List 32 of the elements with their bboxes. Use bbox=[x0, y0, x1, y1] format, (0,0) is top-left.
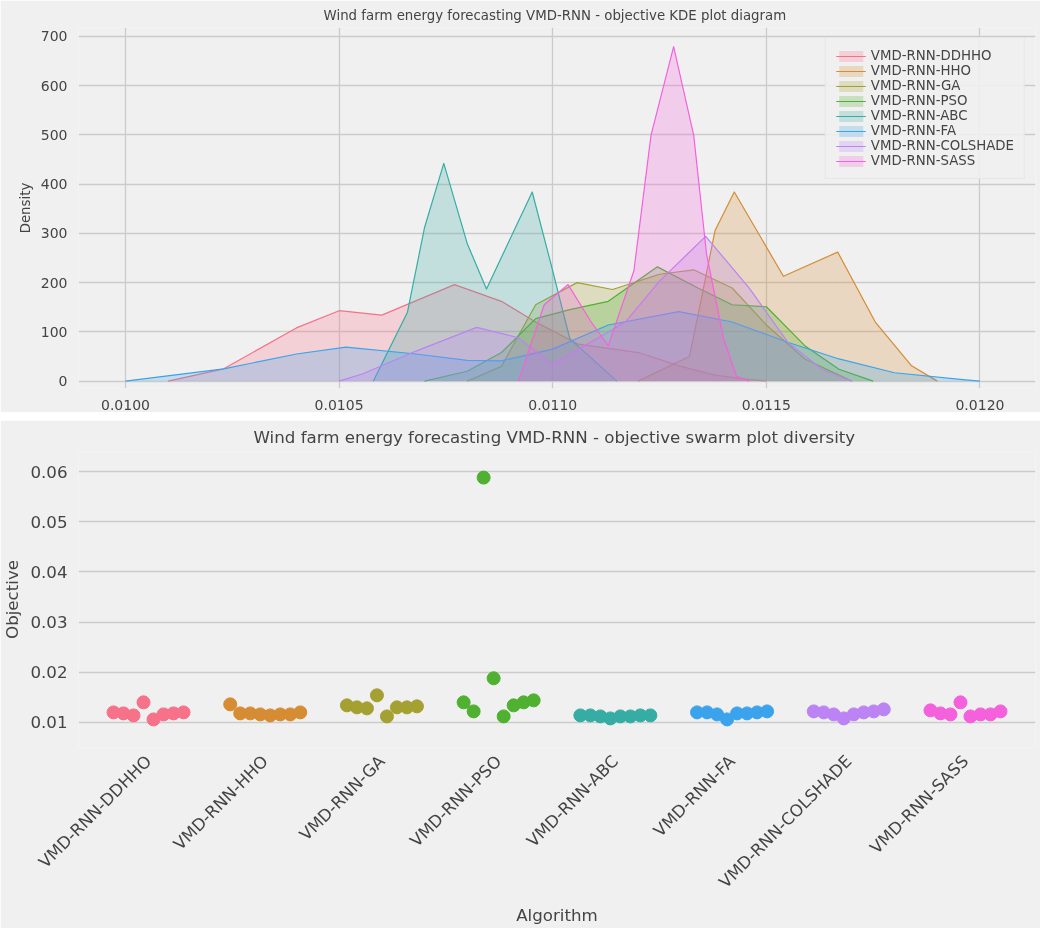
y-tick-label: 0.05 bbox=[30, 512, 68, 532]
y-axis-title: Objective bbox=[3, 560, 23, 639]
x-tick-label: 0.0115 bbox=[741, 396, 791, 413]
y-tick-label: 0.06 bbox=[30, 462, 68, 482]
y-tick-label: 0.04 bbox=[30, 562, 68, 582]
y-tick-label: 200 bbox=[40, 274, 68, 291]
y-tick-label: 0 bbox=[58, 373, 68, 390]
x-tick-label: 0.0100 bbox=[101, 396, 150, 413]
x-tick-label: 0.0105 bbox=[314, 396, 364, 413]
x-axis-title: Algorithm bbox=[516, 906, 598, 926]
y-tick-label: 0.02 bbox=[30, 663, 68, 683]
legend-label: VMD-RNN-FA bbox=[870, 123, 957, 138]
legend-label: VMD-RNN-GA bbox=[870, 78, 961, 93]
y-axis-title: Density bbox=[17, 182, 33, 234]
y-tick-label: 400 bbox=[40, 176, 68, 193]
y-tick-label: 700 bbox=[40, 28, 68, 45]
legend-label: VMD-RNN-ABC bbox=[870, 108, 968, 123]
chart-title: Wind farm energy forecasting VMD-RNN - objective KDE plot diagram bbox=[323, 7, 787, 23]
y-tick-label: 500 bbox=[40, 126, 68, 143]
x-tick-label: 0.0120 bbox=[955, 396, 1005, 413]
y-tick-label: 600 bbox=[40, 77, 68, 94]
y-tick-label: 0.03 bbox=[30, 613, 68, 633]
legend-label: VMD-RNN-PSO bbox=[870, 93, 968, 108]
legend-label: VMD-RNN-COLSHADE bbox=[870, 138, 1014, 153]
legend-label: VMD-RNN-SASS bbox=[870, 153, 976, 168]
y-tick-label: 0.01 bbox=[30, 713, 68, 733]
chart-title: Wind farm energy forecasting VMD-RNN - objective swarm plot diversity bbox=[253, 427, 856, 447]
legend-label: VMD-RNN-DDHHO bbox=[870, 48, 992, 63]
y-tick-label: 300 bbox=[40, 225, 68, 242]
y-tick-label: 100 bbox=[40, 323, 68, 340]
x-tick-label: 0.0110 bbox=[528, 396, 578, 413]
legend-label: VMD-RNN-HHO bbox=[870, 63, 972, 78]
